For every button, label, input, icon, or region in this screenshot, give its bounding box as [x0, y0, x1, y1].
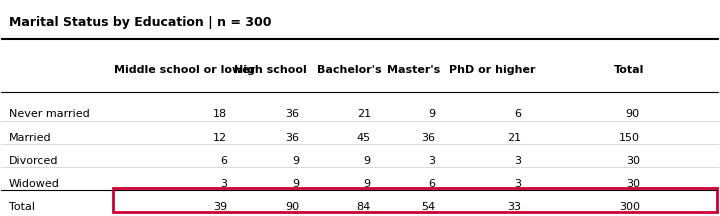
Text: 36: 36 [285, 109, 299, 119]
Text: 3: 3 [428, 156, 436, 166]
Text: Total: Total [9, 202, 35, 212]
Text: 45: 45 [356, 133, 371, 143]
Text: 12: 12 [213, 133, 228, 143]
Text: 150: 150 [618, 133, 639, 143]
Text: Middle school or lower: Middle school or lower [114, 65, 255, 75]
Text: 9: 9 [292, 156, 299, 166]
Text: 9: 9 [428, 109, 436, 119]
Text: High school: High school [234, 65, 307, 75]
Text: 9: 9 [364, 156, 371, 166]
Text: 3: 3 [514, 156, 521, 166]
Text: 90: 90 [626, 109, 639, 119]
Text: Widowed: Widowed [9, 179, 60, 189]
Text: 21: 21 [508, 133, 521, 143]
Text: 90: 90 [285, 202, 299, 212]
Text: Marital Status by Education | n = 300: Marital Status by Education | n = 300 [9, 16, 271, 29]
Text: 6: 6 [514, 109, 521, 119]
Text: Total: Total [613, 65, 644, 75]
Text: Married: Married [9, 133, 51, 143]
Text: 21: 21 [356, 109, 371, 119]
Text: 39: 39 [213, 202, 228, 212]
Text: PhD or higher: PhD or higher [449, 65, 536, 75]
Text: 84: 84 [356, 202, 371, 212]
Text: 6: 6 [428, 179, 436, 189]
Text: Master's: Master's [387, 65, 441, 75]
Text: 9: 9 [364, 179, 371, 189]
Text: Divorced: Divorced [9, 156, 58, 166]
Text: 54: 54 [421, 202, 436, 212]
Text: Bachelor's: Bachelor's [317, 65, 382, 75]
Text: 30: 30 [626, 179, 639, 189]
Text: 36: 36 [421, 133, 436, 143]
Text: 3: 3 [220, 179, 228, 189]
Text: 9: 9 [292, 179, 299, 189]
Text: 18: 18 [213, 109, 228, 119]
Text: 33: 33 [508, 202, 521, 212]
Text: 6: 6 [220, 156, 228, 166]
Text: 30: 30 [626, 156, 639, 166]
Text: 3: 3 [514, 179, 521, 189]
Text: 36: 36 [285, 133, 299, 143]
Text: 300: 300 [618, 202, 639, 212]
Text: Never married: Never married [9, 109, 89, 119]
